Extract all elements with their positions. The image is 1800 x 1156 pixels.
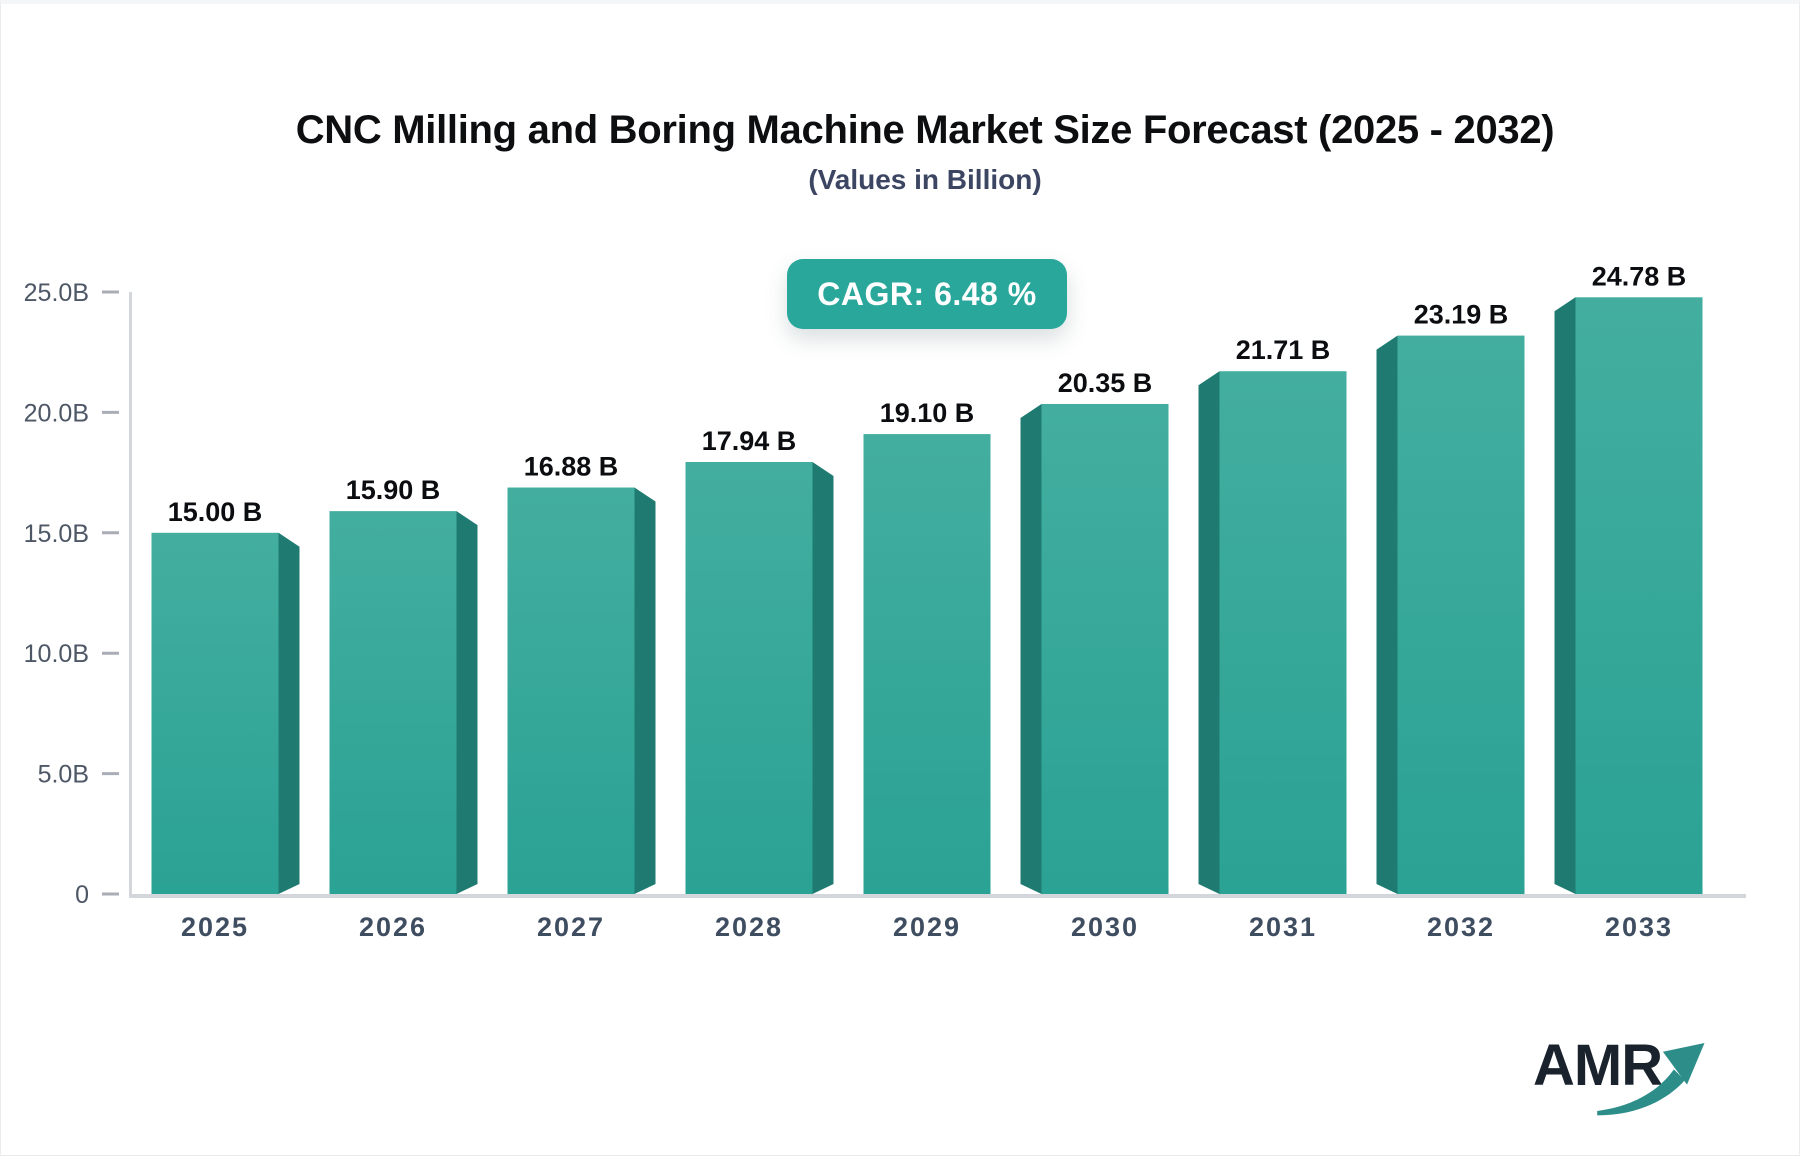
y-axis-tick-label: 25.0B [24, 279, 89, 307]
x-axis-label: 2028 [715, 912, 783, 942]
bar-2028 [685, 462, 813, 894]
bar-value-label: 15.00 B [168, 497, 263, 527]
bar-value-label: 21.71 B [1236, 335, 1331, 365]
chart-subtitle: (Values in Billion) [808, 164, 1042, 195]
bar-2030 [1041, 403, 1169, 894]
y-axis-tick-label: 0 [75, 881, 89, 909]
amr-logo: AMR [1533, 1032, 1753, 1127]
bar-2032 [1397, 335, 1525, 894]
x-axis-label: 2029 [893, 912, 961, 942]
x-axis-label: 2026 [359, 912, 427, 942]
bar-side-face [1020, 403, 1042, 894]
bar-2031 [1219, 371, 1347, 894]
bar-side-face [278, 532, 300, 894]
x-axis-label: 2032 [1427, 912, 1495, 942]
bar-side-face [456, 511, 478, 894]
bar-value-label: 23.19 B [1414, 300, 1509, 330]
y-axis-tick-label: 20.0B [24, 399, 89, 427]
cagr-badge-label: CAGR: 6.48 % [817, 275, 1037, 312]
bar-chart: 0 5.0B 10.0B 15.0B 20.0B 25.0B 15.00 B 2025 15.9… [24, 261, 1746, 942]
bar-value-label: 24.78 B [1592, 261, 1687, 291]
bar-value-label: 17.94 B [702, 426, 797, 456]
bar-2029 [863, 434, 991, 894]
bar-value-label: 20.35 B [1058, 368, 1153, 398]
x-axis-label: 2031 [1249, 912, 1317, 942]
bar-value-label: 19.10 B [880, 398, 975, 428]
y-axis-tick-label: 15.0B [24, 520, 89, 548]
growth-arrow-icon [1597, 1043, 1705, 1116]
bar-side-face [1376, 335, 1398, 894]
bar-2033 [1575, 297, 1703, 894]
amr-logo-text: AMR [1533, 1033, 1663, 1098]
bar-value-label: 16.88 B [524, 452, 619, 482]
x-axis-label: 2030 [1071, 912, 1139, 942]
bar-2027 [507, 487, 635, 894]
bar-side-face [1554, 297, 1576, 894]
cagr-badge: CAGR: 6.48 % [787, 259, 1067, 329]
growth-arrow-shape [1662, 1043, 1705, 1085]
bar-2026 [329, 511, 457, 894]
chart-title: CNC Milling and Boring Machine Market Si… [295, 108, 1555, 152]
x-axis-label: 2025 [181, 912, 249, 942]
bar-side-face [1198, 371, 1220, 894]
bar-value-label: 15.90 B [346, 475, 441, 505]
bar-side-face [812, 462, 834, 894]
growth-arrow-shape [1597, 1069, 1685, 1116]
bar-side-face [634, 487, 656, 894]
y-axis-tick-label: 5.0B [38, 761, 89, 789]
x-axis-label: 2033 [1605, 912, 1673, 942]
bar-2025 [151, 532, 279, 894]
x-axis-label: 2027 [537, 912, 605, 942]
y-axis-tick-label: 10.0B [24, 640, 89, 668]
